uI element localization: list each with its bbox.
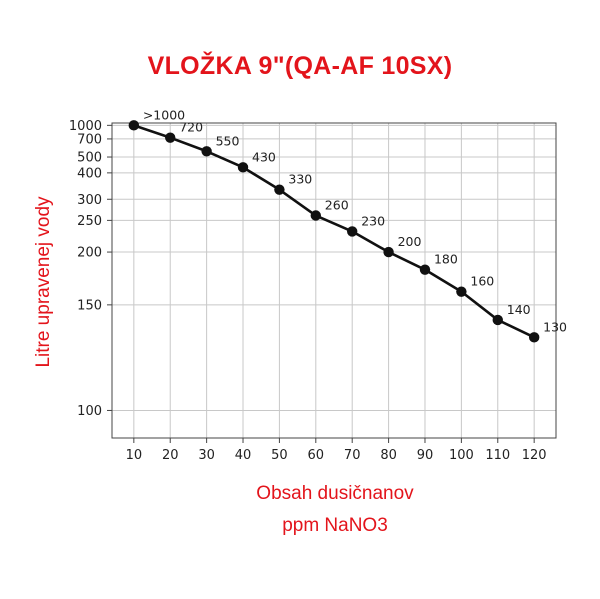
x-tick-label: 60 (308, 448, 325, 463)
x-tick-label: 40 (235, 448, 252, 463)
plot-frame (111, 122, 557, 439)
x-axis-ticks: 10 20 30 40 50 60 70 80 90 100 110 120 (126, 438, 547, 463)
y-tick-label: 150 (77, 298, 102, 313)
y-tick-label: 700 (77, 132, 102, 147)
data-point (528, 332, 540, 343)
y-tick-label: 1000 (69, 119, 102, 134)
x-axis-title-line2: ppm NaNO3 (282, 515, 388, 536)
x-tick-label: 100 (449, 448, 474, 463)
data-label: 260 (325, 198, 349, 213)
y-tick-label: 500 (77, 151, 102, 166)
data-point (128, 120, 140, 131)
data-point (237, 162, 249, 173)
data-label: 180 (434, 252, 458, 267)
grid (112, 123, 556, 438)
y-tick-label: 300 (77, 193, 102, 208)
x-tick-label: 30 (198, 448, 215, 463)
y-tick-label: 250 (77, 214, 102, 229)
y-tick-label: 400 (77, 166, 102, 181)
data-point (310, 210, 322, 221)
data-label: 550 (216, 133, 240, 148)
data-label: 430 (252, 149, 276, 164)
data-point (201, 146, 212, 157)
data-label: 720 (179, 120, 203, 135)
y-tick-label: 200 (77, 246, 102, 261)
x-tick-label: 120 (522, 448, 547, 463)
data-label: 160 (470, 274, 494, 289)
series-line (133, 124, 535, 339)
x-tick-label: 110 (485, 448, 510, 463)
x-tick-label: 20 (162, 448, 179, 463)
x-axis-title: Obsah dusičnanov ppm NaNO3 (0, 478, 600, 542)
data-point (383, 246, 394, 258)
data-point (492, 314, 503, 326)
x-tick-label: 70 (344, 448, 361, 463)
data-point (419, 264, 431, 275)
data-label: 330 (288, 172, 312, 187)
data-label: 140 (507, 302, 531, 317)
x-tick-label: 50 (271, 448, 288, 463)
chart-title: VLOŽKA 9"(QA-AF 10SX) (147, 52, 453, 80)
y-tick-label: 100 (77, 404, 102, 419)
data-point (456, 286, 467, 297)
x-tick-label: 80 (380, 448, 397, 463)
data-points (128, 120, 540, 343)
data-point (165, 132, 176, 143)
data-point (346, 226, 358, 237)
x-tick-label: 10 (126, 448, 143, 463)
data-label: >1000 (143, 107, 185, 122)
x-axis-title-line1: Obsah dusičnanov (256, 483, 414, 504)
data-label: 230 (361, 213, 385, 228)
data-label: 200 (398, 234, 422, 249)
data-label: 130 (543, 319, 567, 334)
data-point (274, 184, 285, 195)
x-tick-label: 90 (417, 448, 434, 463)
